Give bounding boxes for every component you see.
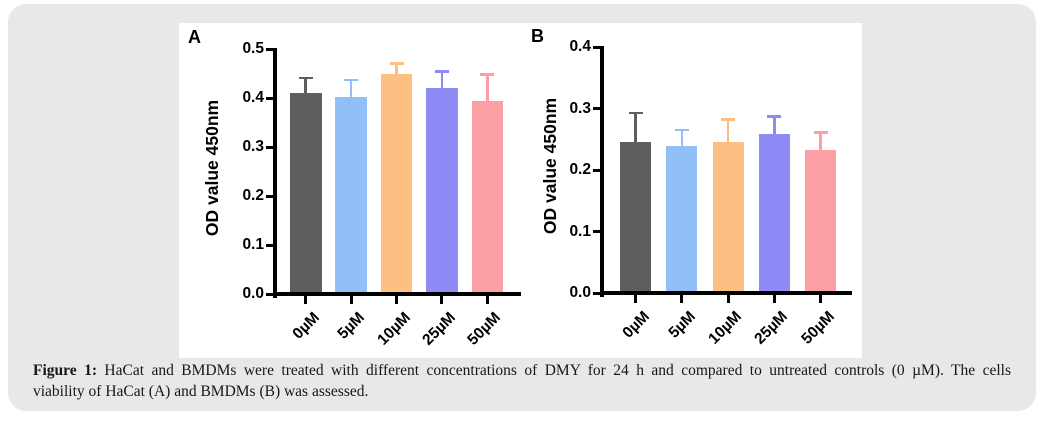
caption-line-1: Figure 1: HaCat and BMDMs were treated w…: [33, 361, 1011, 382]
figure-caption: Figure 1: HaCat and BMDMs were treated w…: [33, 361, 1011, 402]
caption-line-2: viability of HaCat (A) and BMDMs (B) was…: [33, 382, 369, 400]
caption-text-line1: HaCat and BMDMs were treated with differ…: [96, 362, 1011, 379]
chart-white-panel: [179, 23, 862, 358]
caption-figure-label: Figure 1:: [33, 362, 97, 379]
